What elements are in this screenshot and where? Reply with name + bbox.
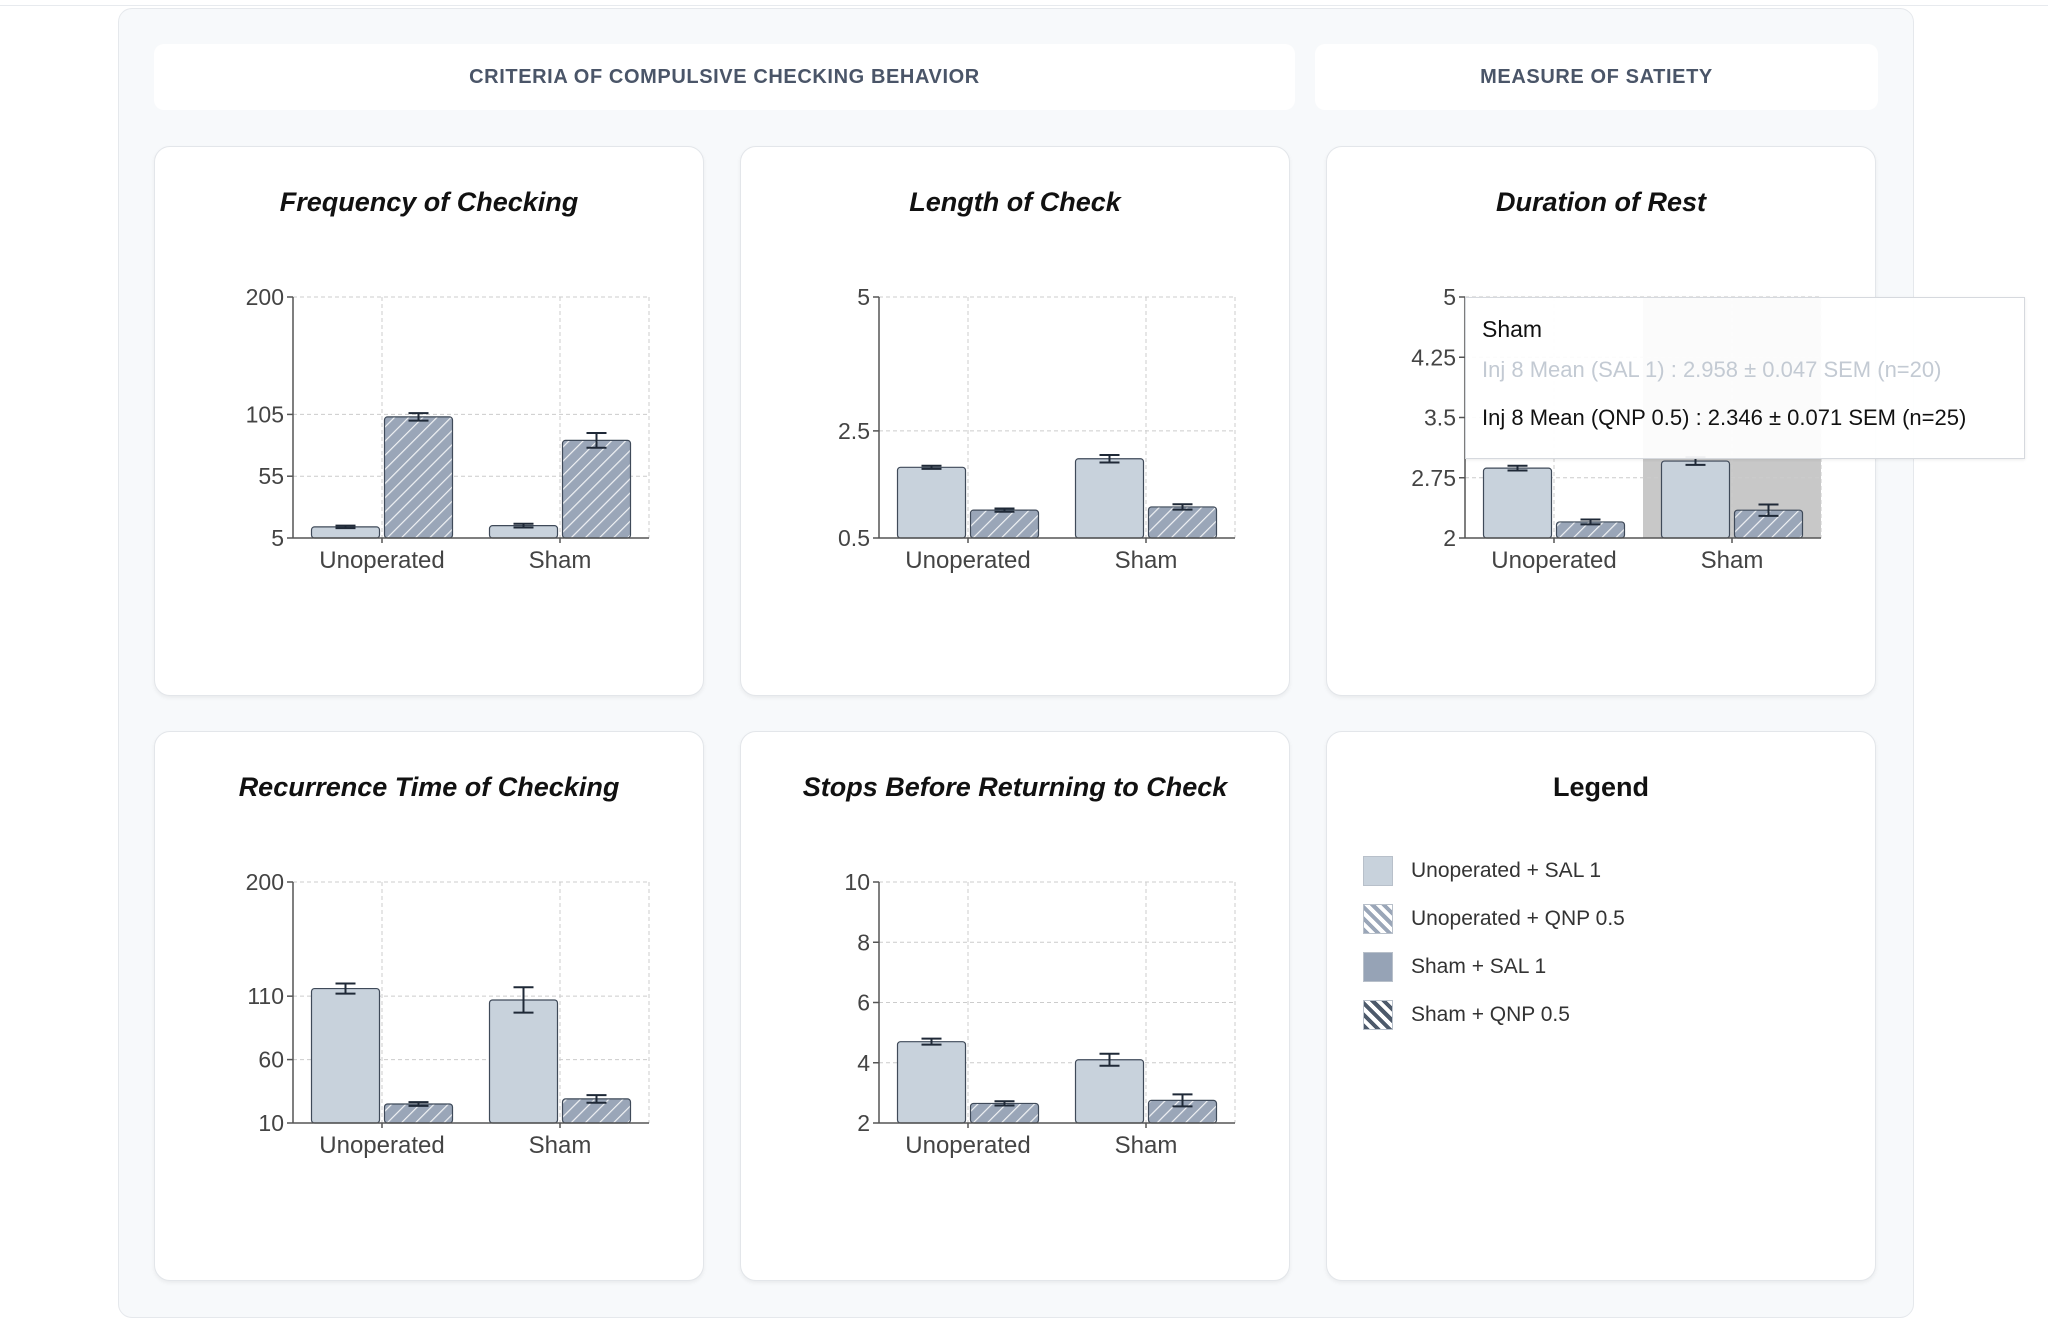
error-bar [1758,503,1779,517]
legend-list: Unoperated + SAL 1 Unoperated + QNP 0.5 … [1363,856,1625,1048]
legend-label: Sham + SAL 1 [1411,955,1547,978]
y-tick-label: 5 [857,284,870,310]
error-bar [1172,503,1193,511]
x-category-label: Sham [1701,547,1764,574]
bar-sham-sal[interactable] [488,999,559,1124]
criteria-header-label: CRITERIA OF COMPULSIVE CHECKING BEHAVIOR [469,65,980,88]
x-category-label: Sham [1115,1132,1178,1159]
tooltip-sal-line: Inj 8 Mean (SAL 1) : 2.958 ± 0.047 SEM (… [1482,357,1942,382]
bar-unoperated-qnp[interactable] [383,416,454,539]
bar-unoperated-sal[interactable] [310,987,381,1124]
y-tick-label: 4 [857,1050,870,1076]
y-tick-label: 2.75 [1411,465,1456,491]
x-category-label: Sham [1115,547,1178,574]
legend-card: Legend Unoperated + SAL 1 Unoperated + Q… [1326,731,1876,1281]
error-bar [408,412,429,422]
y-tick-label: 3.5 [1424,405,1456,431]
y-tick-label: 8 [857,929,870,955]
length-chart[interactable]: 0.5 2.5 5 Unoperated Sham [741,147,1291,697]
error-bar [513,522,534,529]
error-bar [1580,518,1601,526]
x-category-label: Sham [529,1132,592,1159]
legend-swatch-sham-sal [1363,952,1393,982]
x-category-label: Unoperated [1491,547,1616,574]
legend-label: Unoperated + SAL 1 [1411,859,1602,882]
legend-label: Unoperated + QNP 0.5 [1411,907,1625,930]
y-tick-label: 6 [857,990,870,1016]
y-tick-label: 2 [857,1110,870,1136]
y-tick-label: 110 [247,983,284,1009]
y-tick-label: 4.25 [1411,344,1456,370]
error-bar [586,1094,607,1104]
y-tick-label: 200 [246,869,284,895]
y-tick-label: 0.5 [838,525,870,551]
satiety-section-header: MEASURE OF SATIETY [1315,44,1878,110]
bar-sham-sal[interactable] [1074,1059,1145,1124]
error-bar [921,464,942,470]
criteria-section-header: CRITERIA OF COMPULSIVE CHECKING BEHAVIOR [154,44,1295,110]
x-category-label: Unoperated [905,547,1030,574]
error-bar [1172,1093,1193,1108]
y-tick-label: 200 [246,284,284,310]
y-tick-label: 2 [1443,525,1456,551]
bar-unoperated-sal[interactable] [896,466,967,539]
y-tick-label: 2.5 [838,418,870,444]
x-category-label: Sham [529,547,592,574]
tooltip-qnp-line: Inj 8 Mean (QNP 0.5) : 2.346 ± 0.071 SEM… [1482,405,1967,430]
error-bar [513,986,534,1014]
bar-sham-sal[interactable] [1074,458,1145,539]
bar-unoperated-sal[interactable] [1482,467,1553,539]
stops-chart-card: Stops Before Returning to Check 2 4 6 8 10 Un… [740,731,1290,1281]
legend-item[interactable]: Sham + SAL 1 [1363,952,1625,982]
rest-chart-title: Duration of Rest [1495,187,1706,217]
bar-sham-qnp[interactable] [561,439,632,539]
length-chart-title: Length of Check [909,187,1121,217]
legend-item[interactable]: Unoperated + QNP 0.5 [1363,904,1625,934]
y-tick-label: 55 [258,463,284,489]
recurrence-chart-card: Recurrence Time of Checking 10 60 110 200 Un… [154,731,704,1281]
error-bar [586,431,607,449]
error-bar [994,507,1015,513]
legend-title: Legend [1552,772,1649,802]
error-bar [921,1037,942,1046]
stops-chart[interactable]: 2 4 6 8 10 Unoperated Sham [741,732,1291,1282]
length-chart-card: Length of Check 0.5 2.5 5 Unoperated Sham [740,146,1290,696]
top-divider [0,0,2048,6]
x-category-label: Unoperated [905,1132,1030,1159]
stops-chart-title: Stops Before Returning to Check [802,772,1228,802]
recurrence-chart-title: Recurrence Time of Checking [238,772,620,802]
tooltip-title: Sham [1482,316,1543,342]
error-bar [335,982,356,995]
legend-swatch-unoperated-qnp [1363,904,1393,934]
error-bar [335,524,356,530]
error-bar [994,1100,1015,1107]
legend-swatch-unoperated-sal [1363,856,1393,886]
error-bar [1099,453,1120,464]
bar-unoperated-sal[interactable] [896,1041,967,1124]
x-category-label: Unoperated [319,547,444,574]
satiety-header-label: MEASURE OF SATIETY [1480,65,1713,88]
x-category-label: Unoperated [319,1132,444,1159]
legend-swatch-sham-qnp [1363,1000,1393,1030]
bar-sham-sal[interactable] [1660,460,1731,539]
error-bar [408,1101,429,1107]
frequency-chart-title: Frequency of Checking [279,187,579,217]
bar-sham-qnp[interactable] [1147,506,1218,539]
recurrence-chart[interactable]: 10 60 110 200 Unoperated Sham [155,732,705,1282]
y-tick-label: 5 [271,525,284,551]
error-bar [1099,1052,1120,1067]
error-bar [1507,464,1528,472]
y-tick-label: 10 [844,869,870,895]
frequency-chart-card: Frequency of Checking 5 55 105 200 Unoperate… [154,146,704,696]
bar-unoperated-qnp[interactable] [969,509,1040,539]
legend-label: Sham + QNP 0.5 [1411,1003,1570,1026]
y-tick-label: 60 [258,1047,284,1073]
legend-item[interactable]: Unoperated + SAL 1 [1363,856,1625,886]
y-tick-label: 105 [246,401,284,427]
y-tick-label: 10 [258,1110,284,1136]
y-tick-label: 5 [1443,284,1456,310]
chart-tooltip: Sham Inj 8 Mean (SAL 1) : 2.958 ± 0.047 … [1465,297,2025,459]
legend-item[interactable]: Sham + QNP 0.5 [1363,1000,1625,1030]
